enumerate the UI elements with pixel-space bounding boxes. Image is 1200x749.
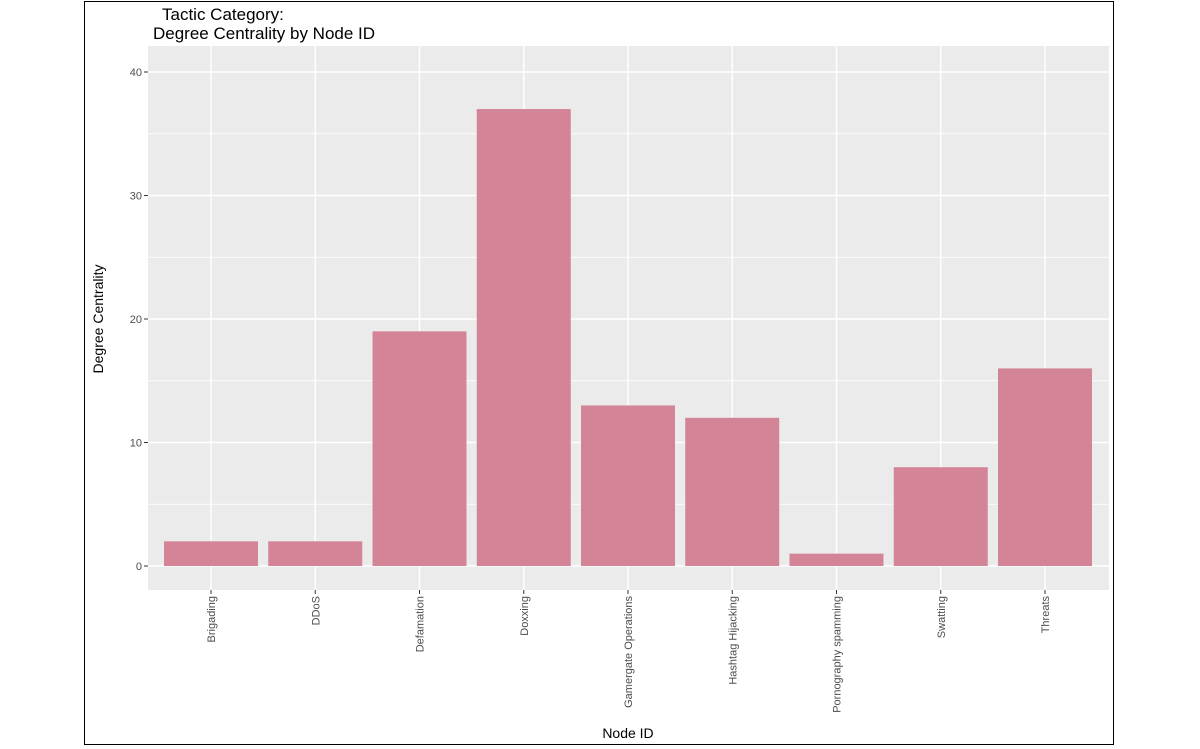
figure-frame xyxy=(84,1,1114,745)
x-tick-label: Hashtag Hijacking xyxy=(727,596,739,685)
y-axis: 0 10 20 30 40 xyxy=(130,67,148,573)
x-tick-label: DDoS xyxy=(310,596,322,625)
x-tick-label: Defamation xyxy=(415,596,427,652)
x-tick-label: Gamergate Operations xyxy=(623,596,635,708)
x-tick-label: Swatting xyxy=(936,596,948,638)
chart-title-line-2: Degree Centrality by Node ID xyxy=(153,24,376,43)
bar xyxy=(476,109,571,567)
x-tick-label: Doxxing xyxy=(519,596,531,636)
y-axis-title: Degree Centrality xyxy=(90,265,106,374)
y-tick-label: 40 xyxy=(130,67,142,79)
x-tick-label: Pornography spamming xyxy=(832,596,844,713)
y-tick-label: 10 xyxy=(130,438,142,450)
y-tick-label: 20 xyxy=(130,314,142,326)
bar xyxy=(998,368,1092,566)
bar xyxy=(372,331,467,566)
x-axis: Brigading DDoS Defamation Doxxing Gamergate … xyxy=(206,590,1052,713)
bar xyxy=(789,553,884,566)
y-tick-label: 0 xyxy=(136,561,142,573)
x-tick-label: Threats xyxy=(1040,596,1052,634)
bar xyxy=(581,405,675,566)
bars xyxy=(164,109,1092,567)
bar xyxy=(893,467,988,566)
y-tick-label: 30 xyxy=(130,191,142,203)
bar xyxy=(164,541,258,566)
chart-title-line-1: Tactic Category: xyxy=(162,5,284,24)
x-tick-label: Brigading xyxy=(206,596,218,642)
x-axis-title: Node ID xyxy=(602,725,653,741)
bar xyxy=(685,417,780,566)
bar xyxy=(268,541,363,566)
